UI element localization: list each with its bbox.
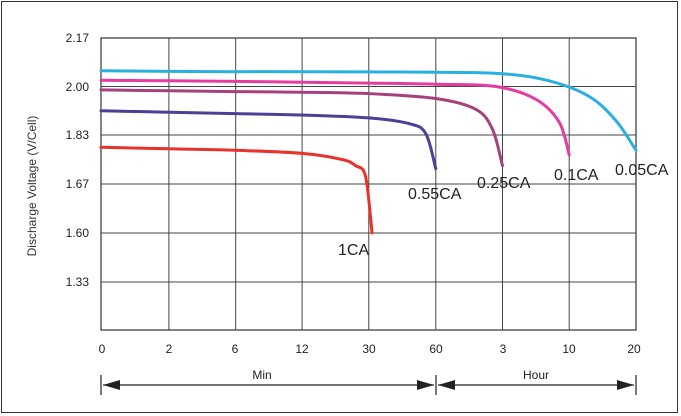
y-tick-label: 1.33 [66, 275, 90, 289]
time-range-brackets: Min Hour [100, 368, 637, 395]
series-line-0-05ca [99, 69, 638, 152]
discharge-curves [99, 69, 638, 235]
y-tick-label: 1.67 [66, 177, 90, 191]
grid [100, 37, 637, 331]
hour-range-right-arrow [617, 380, 634, 390]
x-tick-label: 3 [500, 342, 507, 356]
series-line-1ca [99, 145, 374, 235]
x-tick-label: 12 [295, 342, 309, 356]
x-axis-ticks: 0 2 6 12 30 60 3 10 20 [99, 342, 641, 356]
min-range-left-arrow [103, 380, 120, 390]
x-tick-label: 20 [627, 342, 641, 356]
x-tick-label: 2 [166, 342, 173, 356]
series-line-0-1ca [99, 78, 571, 157]
series-label-0-55ca: 0.55CA [408, 186, 462, 203]
series-label-0-1ca: 0.1CA [554, 167, 599, 184]
y-tick-label: 1.60 [66, 226, 90, 240]
series-label-0-05ca: 0.05CA [615, 162, 669, 179]
series-label-1ca: 1CA [338, 242, 369, 259]
x-tick-label: 30 [362, 342, 376, 356]
hour-range-left-arrow [438, 380, 455, 390]
x-tick-label: 6 [232, 342, 239, 356]
y-tick-label: 2.17 [66, 31, 90, 45]
series-labels: 1CA 0.55CA 0.25CA 0.1CA 0.05CA [338, 162, 669, 259]
y-tick-label: 1.83 [66, 128, 90, 142]
min-range-right-arrow [417, 380, 434, 390]
x-tick-label: 10 [562, 342, 576, 356]
series-label-0-25ca: 0.25CA [477, 175, 531, 192]
series-line-0-25ca [99, 88, 504, 168]
hour-range-label: Hour [523, 368, 549, 382]
min-range-label: Min [252, 368, 271, 382]
y-axis-ticks: 2.17 2.00 1.83 1.67 1.60 1.33 [66, 31, 90, 289]
series-line-0-55ca [99, 109, 438, 171]
x-tick-label: 60 [429, 342, 443, 356]
x-tick-label: 0 [99, 342, 106, 356]
y-axis-label: Discharge Voltage (V/Cell) [25, 116, 39, 257]
y-tick-label: 2.00 [66, 80, 90, 94]
